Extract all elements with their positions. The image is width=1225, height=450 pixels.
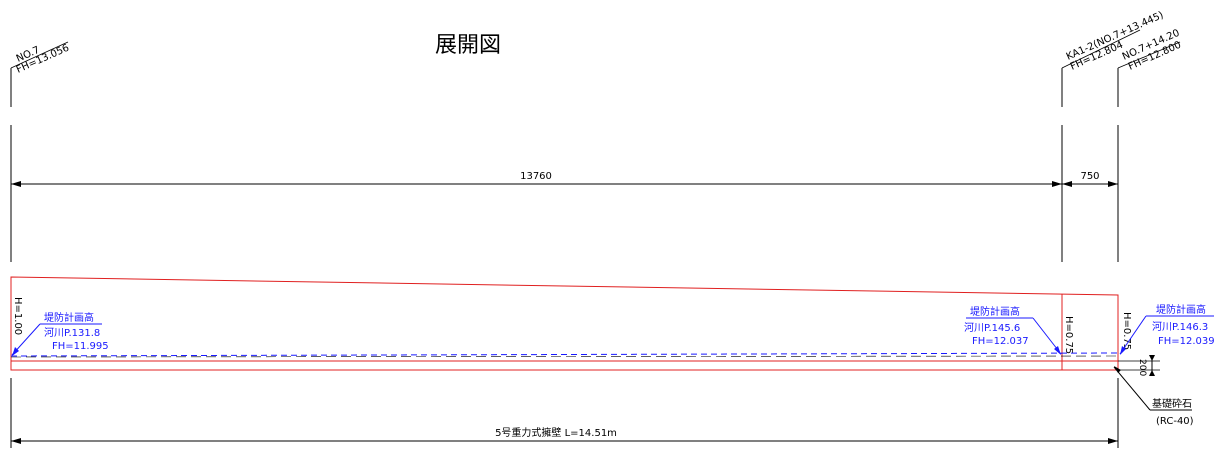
span1-dimension: 13760	[520, 171, 552, 182]
foundation-spec: (RC-40)	[1156, 416, 1194, 427]
foundation-label: 基礎砕石	[1152, 397, 1192, 410]
callout-right-fh: FH=12.039	[1158, 336, 1215, 347]
foundation-dimension: 200	[1118, 355, 1160, 376]
callout-left-title: 堤防計画高	[44, 311, 94, 324]
callout-right-river: 河川P.146.3	[1152, 321, 1208, 333]
foundation-thickness-label: 200	[1137, 359, 1147, 376]
bottom-dimension: 5号重力式擁壁 L=14.51m	[10, 378, 1119, 448]
station-right: NO.7+14.20 FH=12.800	[1117, 28, 1183, 107]
callout-mid: 堤防計画高 河川P.145.6 FH=12.037	[964, 305, 1062, 355]
height-mid: H=0.75	[1063, 316, 1074, 354]
station-left: NO.7 FH=13.056	[10, 41, 71, 107]
wall-outline	[10, 276, 1119, 371]
height-left: H=1.00	[12, 297, 23, 335]
foundation-leader: 基礎砕石 (RC-40)	[1113, 366, 1194, 427]
span2-dimension: 750	[1080, 171, 1099, 182]
top-dimension: 13760 750	[10, 125, 1119, 262]
drawing-title: 展開図	[435, 33, 501, 58]
callout-right-title: 堤防計画高	[1156, 303, 1206, 316]
callout-right: 堤防計画高 河川P.146.3 FH=12.039	[1119, 303, 1215, 355]
total-length-label: 5号重力式擁壁 L=14.51m	[495, 426, 617, 439]
callout-left-river: 河川P.131.8	[44, 327, 100, 339]
callout-mid-river: 河川P.145.6	[964, 322, 1020, 334]
callout-left: 堤防計画高 河川P.131.8 FH=11.995	[11, 311, 109, 356]
height-right: H=0.75	[1121, 312, 1132, 350]
callout-left-fh: FH=11.995	[52, 341, 109, 352]
design-levee-line	[10, 352, 1119, 358]
callout-mid-title: 堤防計画高	[970, 305, 1020, 318]
callout-mid-fh: FH=12.037	[972, 336, 1029, 347]
